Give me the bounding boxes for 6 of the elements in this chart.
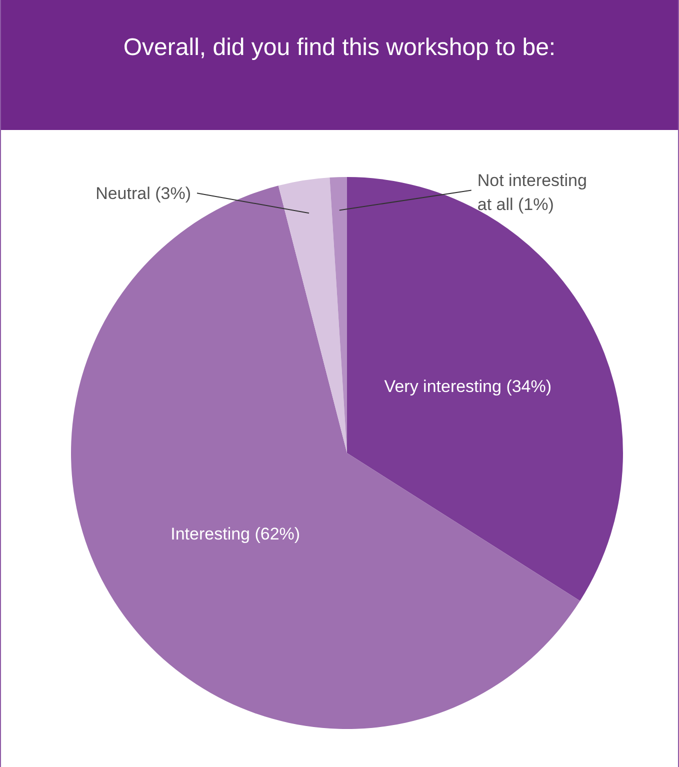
slice-label: Very interesting (34%): [384, 377, 552, 396]
chart-title: Overall, did you find this workshop to be:: [1, 0, 678, 130]
slice-label: Neutral (3%): [96, 184, 192, 204]
pie-slice: [278, 178, 347, 453]
slice-label: Interesting (62%): [170, 524, 300, 544]
slice-label: Not interesting at all (1%): [477, 171, 587, 214]
